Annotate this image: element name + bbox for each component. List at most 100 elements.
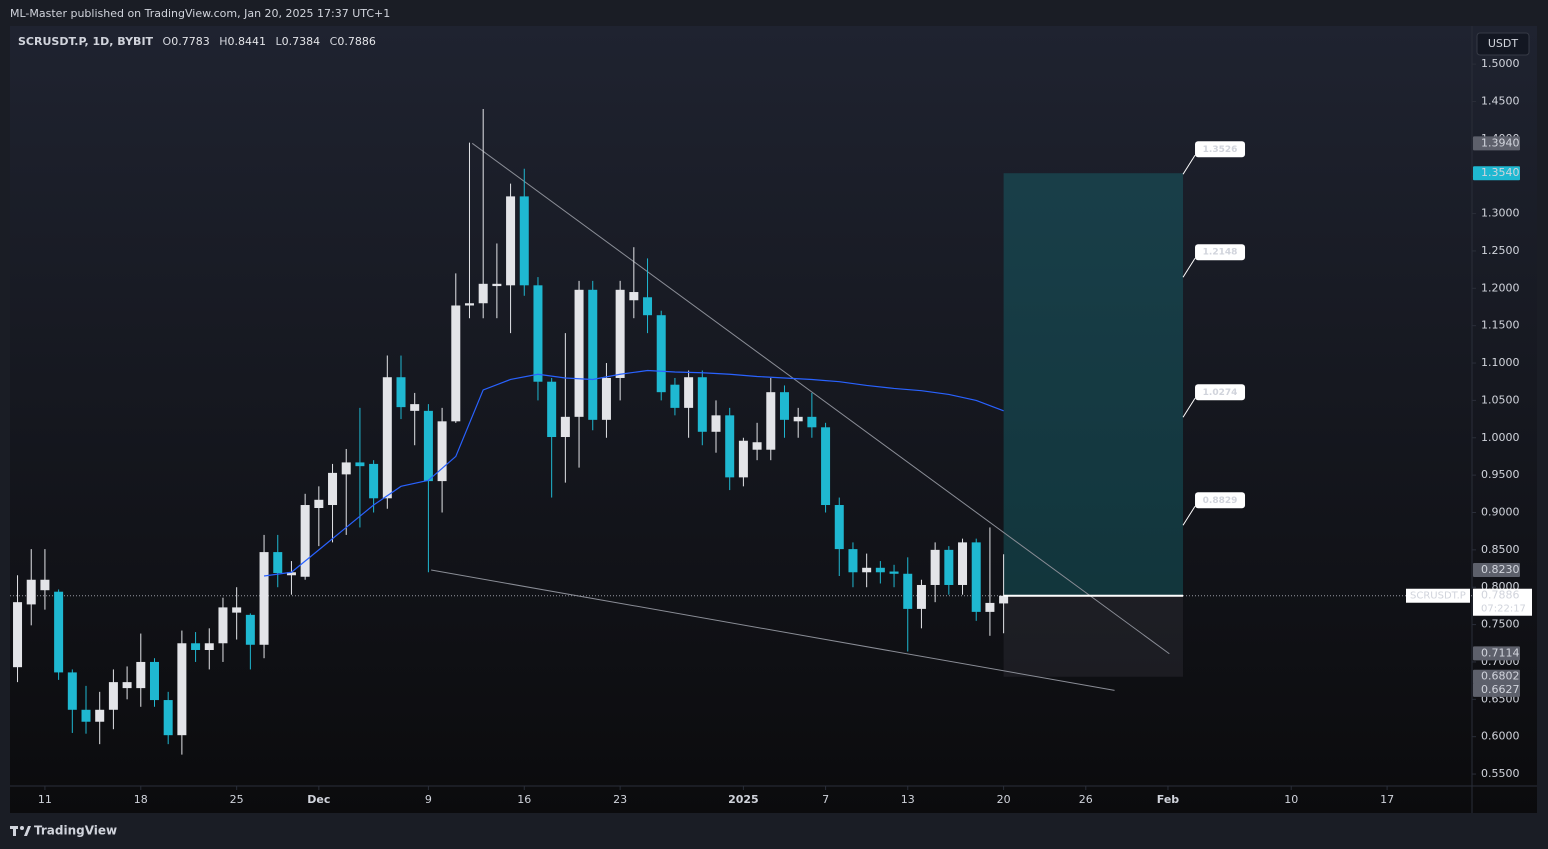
candle-body bbox=[793, 416, 803, 422]
y-tick-label: 1.1500 bbox=[1481, 319, 1520, 332]
legend-open: 0.7783 bbox=[171, 35, 210, 48]
candle-body bbox=[478, 283, 488, 304]
candle-body bbox=[875, 567, 885, 573]
price-badge bbox=[1473, 166, 1520, 181]
candle-body bbox=[286, 572, 296, 576]
legend-high: 0.8441 bbox=[228, 35, 267, 48]
candle-body bbox=[273, 552, 283, 574]
callout-box bbox=[1195, 244, 1246, 261]
callout-pointer bbox=[1182, 154, 1196, 175]
footer-brand: TradingView bbox=[34, 824, 117, 838]
y-tick-label: 1.3000 bbox=[1481, 207, 1520, 220]
candle-body bbox=[492, 283, 502, 287]
candle-body bbox=[752, 442, 762, 450]
y-tick-label: 0.5500 bbox=[1481, 767, 1520, 780]
price-badge bbox=[1473, 136, 1520, 151]
candle-body bbox=[547, 381, 557, 438]
logo-slash bbox=[24, 826, 31, 836]
candle-body bbox=[821, 427, 831, 506]
candle-body bbox=[410, 404, 420, 411]
candle-body bbox=[697, 377, 707, 432]
trendline bbox=[431, 569, 1115, 691]
trendline bbox=[471, 142, 1170, 655]
price-badge bbox=[1473, 646, 1520, 661]
callout-label: 0.8829 bbox=[1203, 496, 1238, 506]
y-tick-label: 1.5000 bbox=[1481, 57, 1520, 70]
x-tick-label: Dec bbox=[307, 793, 330, 806]
callout-box bbox=[1195, 492, 1246, 509]
x-tick-label: 23 bbox=[613, 793, 627, 806]
candle-body bbox=[177, 643, 187, 736]
price-badge-label: 0.8230 bbox=[1481, 563, 1520, 576]
x-tick-label: Feb bbox=[1157, 793, 1180, 806]
candle-body bbox=[971, 542, 981, 612]
legend-low: 0.7384 bbox=[282, 35, 321, 48]
candle-body bbox=[369, 463, 379, 499]
x-tick-label: 13 bbox=[901, 793, 915, 806]
callout-pointer bbox=[1182, 506, 1196, 526]
candle-body bbox=[519, 196, 529, 286]
last-price-badge bbox=[1473, 588, 1532, 616]
x-tick-label: 7 bbox=[822, 793, 829, 806]
symbol-badge-label: SCRUSDT.P bbox=[1410, 591, 1466, 602]
candle-body bbox=[985, 602, 995, 612]
candle-body bbox=[643, 297, 653, 316]
publish-header: ML-Master published on TradingView.com, … bbox=[10, 7, 390, 20]
y-tick-label: 1.2000 bbox=[1481, 281, 1520, 294]
candle-body bbox=[999, 595, 1009, 604]
candle-body bbox=[67, 672, 77, 710]
legend-title: SCRUSDT.P, 1D, BYBIT bbox=[18, 35, 154, 48]
candle-body bbox=[738, 440, 748, 478]
y-tick-label: 1.0000 bbox=[1481, 431, 1520, 444]
price-badge-label: 1.3940 bbox=[1481, 136, 1520, 149]
price-badge-label: 0.6627 bbox=[1481, 683, 1520, 696]
candle-body bbox=[533, 285, 543, 382]
profit-zone bbox=[1003, 173, 1184, 596]
candle-body bbox=[136, 661, 146, 689]
candle-body bbox=[766, 392, 776, 450]
candle-body bbox=[807, 416, 817, 428]
candle-body bbox=[437, 421, 447, 482]
price-badge bbox=[1473, 669, 1520, 684]
candle-body bbox=[862, 567, 872, 573]
candle-body bbox=[848, 549, 858, 573]
callout-box bbox=[1195, 384, 1246, 401]
legend-close: 0.7886 bbox=[337, 35, 376, 48]
candle-body bbox=[396, 377, 406, 408]
candle-body bbox=[191, 643, 201, 650]
logo-stem bbox=[13, 826, 16, 836]
candle-body bbox=[725, 415, 735, 478]
loss-zone bbox=[1003, 595, 1184, 677]
candle-body bbox=[629, 292, 639, 301]
currency[interactable]: USDT bbox=[1488, 37, 1519, 50]
price-badge bbox=[1473, 682, 1520, 697]
callout-pointer bbox=[1182, 257, 1196, 278]
y-tick-label: 0.9500 bbox=[1481, 468, 1520, 481]
x-tick-label: 2025 bbox=[728, 793, 759, 806]
candle-body bbox=[834, 505, 844, 550]
candle-body bbox=[259, 552, 269, 645]
candle-body bbox=[574, 289, 584, 417]
candle-body bbox=[245, 614, 255, 645]
legend-o: O bbox=[163, 35, 172, 48]
candle-body bbox=[464, 303, 474, 306]
candle-body bbox=[300, 505, 310, 577]
candle-body bbox=[560, 416, 570, 438]
price-badge-label: 0.6802 bbox=[1481, 670, 1520, 683]
candle-body bbox=[889, 571, 899, 574]
candle-body bbox=[601, 377, 611, 420]
x-tick-label: 18 bbox=[134, 793, 148, 806]
candle-body bbox=[944, 549, 954, 585]
callout-label: 1.3526 bbox=[1203, 145, 1238, 155]
candle-body bbox=[54, 591, 64, 673]
candle-body bbox=[40, 579, 50, 591]
y-tick-label: 0.6000 bbox=[1481, 730, 1520, 743]
candle-body bbox=[916, 584, 926, 609]
candle-body bbox=[328, 472, 338, 506]
callout-pointer bbox=[1182, 398, 1196, 418]
candle-body bbox=[670, 384, 680, 408]
countdown-label: 07:22:17 bbox=[1481, 604, 1526, 615]
currency-button[interactable] bbox=[1476, 32, 1530, 56]
candle-body bbox=[656, 315, 666, 393]
